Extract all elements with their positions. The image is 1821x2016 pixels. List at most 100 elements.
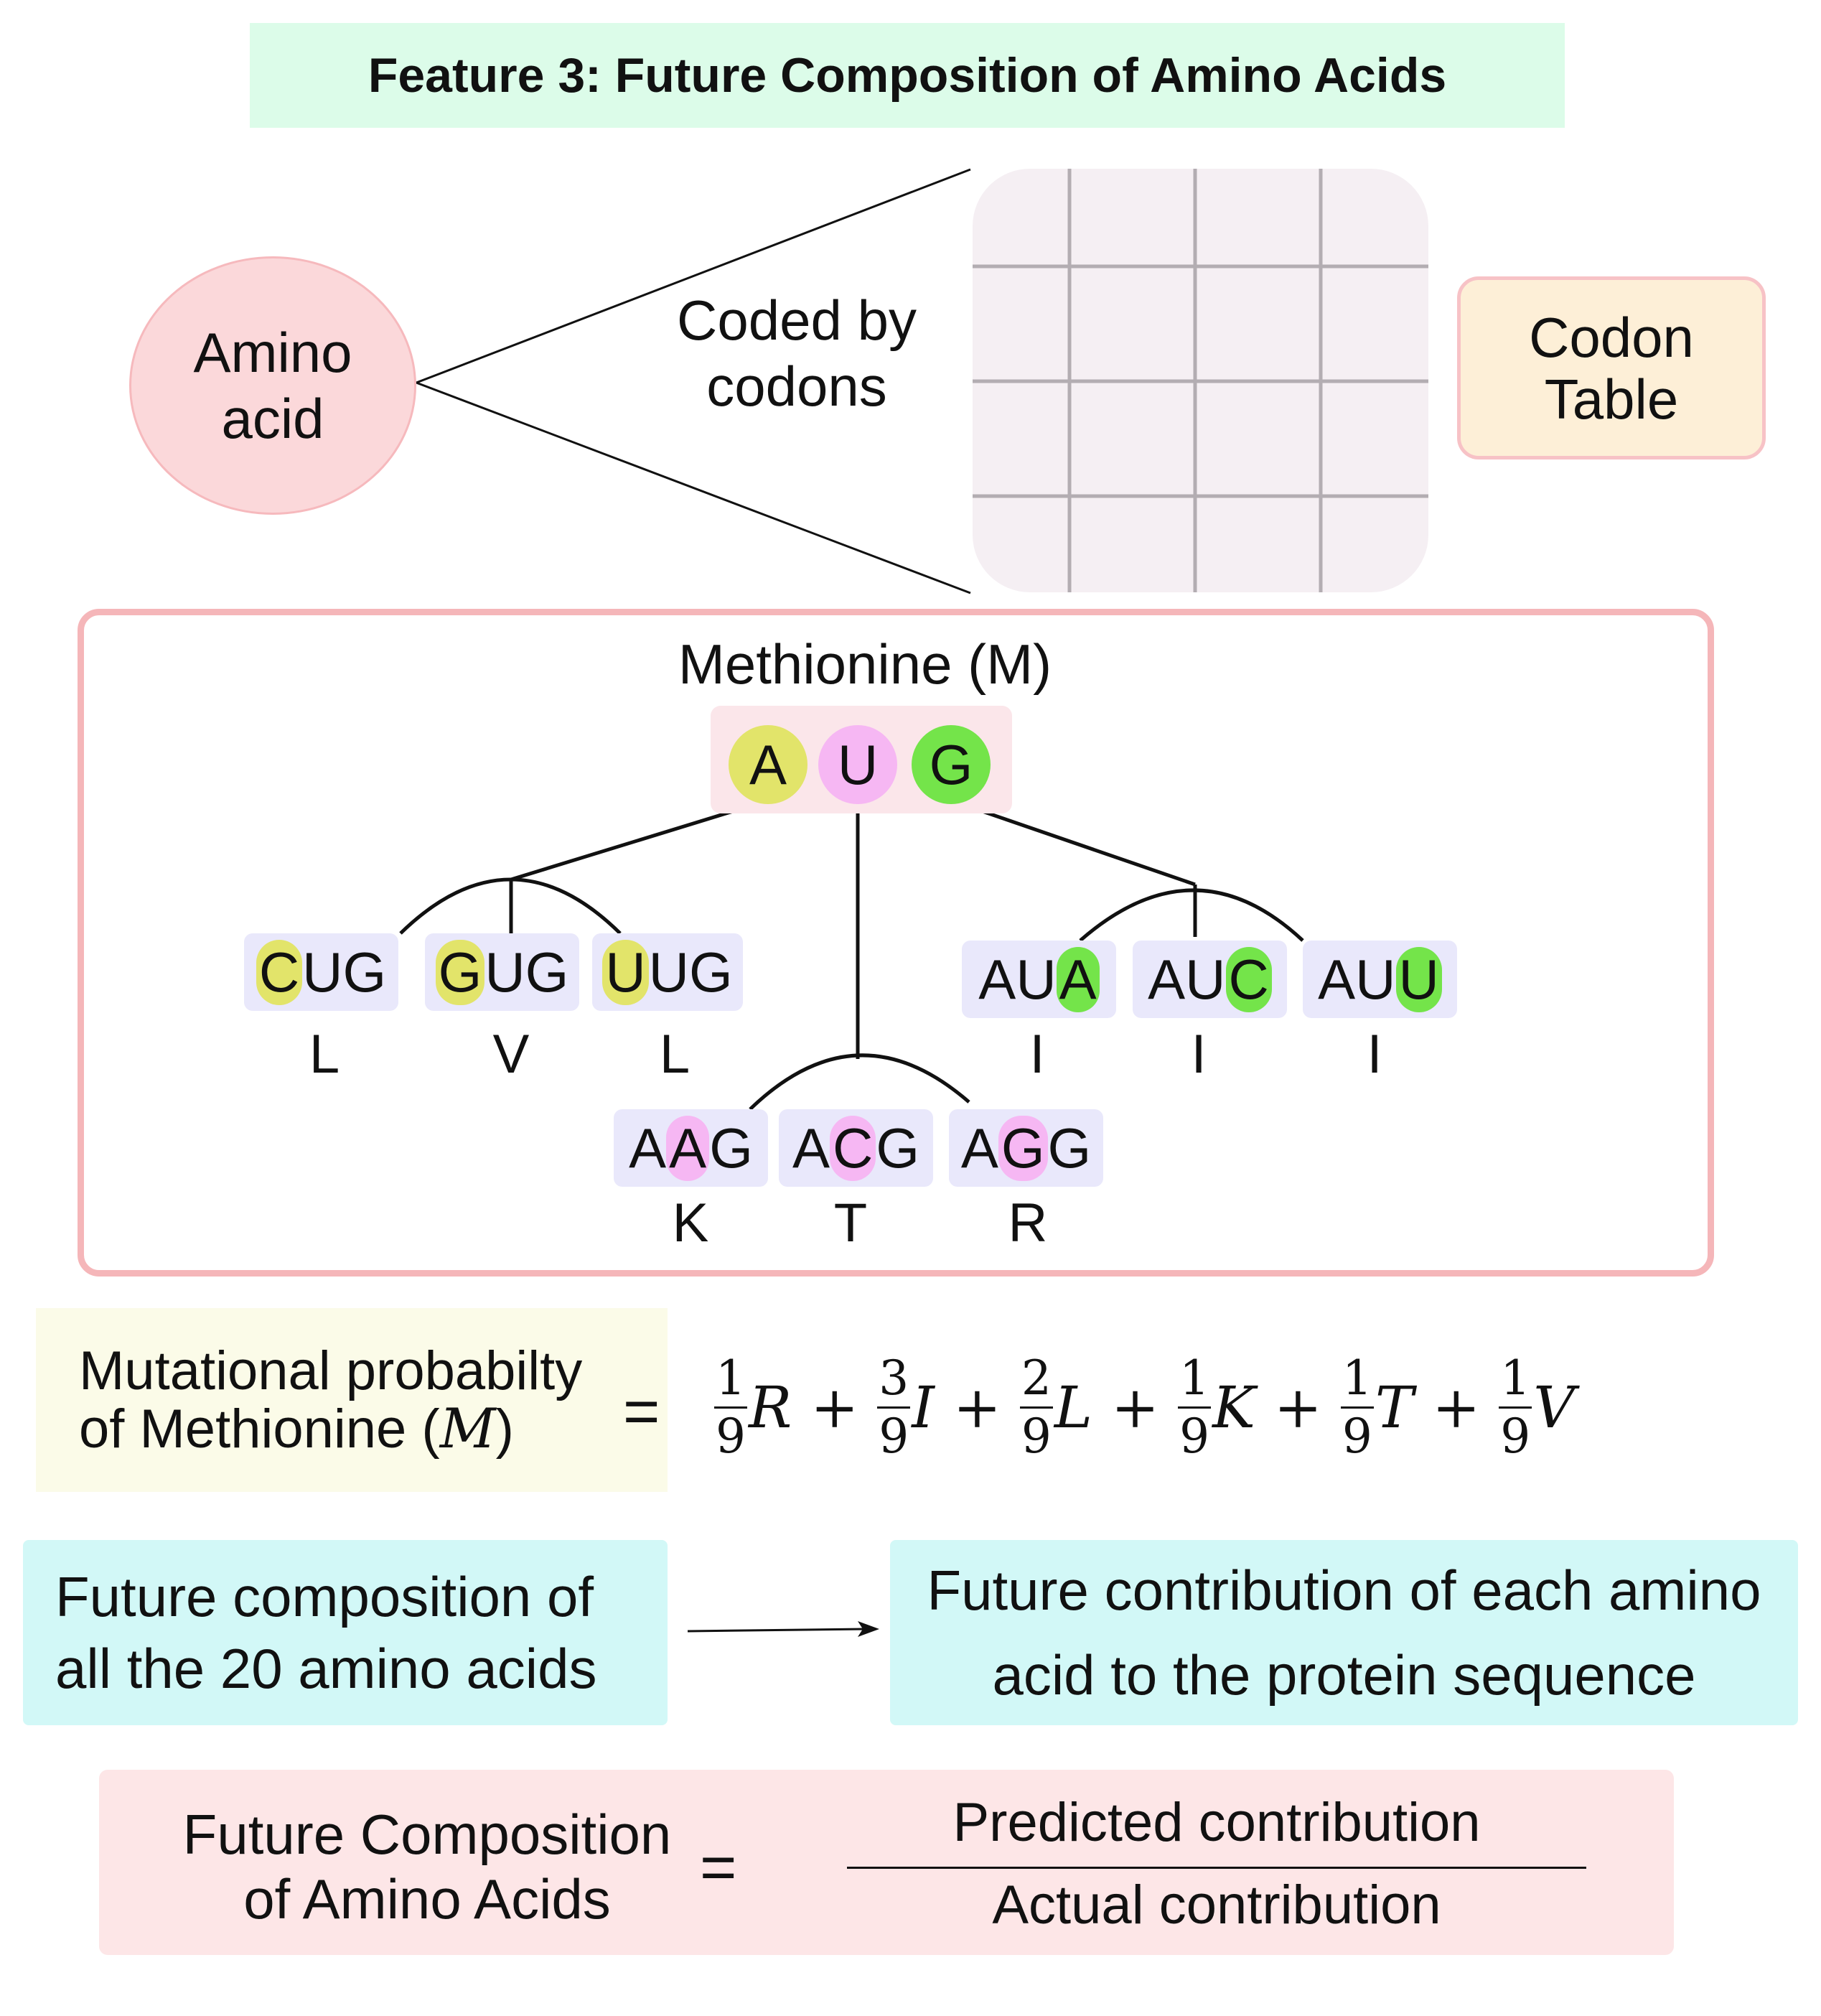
future-composition-line2: all the 20 amino acids <box>55 1637 597 1700</box>
amino-label-v: V <box>492 1024 530 1085</box>
amino-variable: I <box>912 1373 935 1441</box>
fraction-line <box>714 1406 747 1409</box>
fraction-denominator: 9 <box>1179 1408 1210 1464</box>
fraction-denominator: 9 <box>716 1408 746 1464</box>
amino-variable: L <box>1054 1373 1093 1441</box>
fraction-line <box>1178 1406 1212 1409</box>
coded-by-label: Coded by codons <box>635 287 958 419</box>
amino-label-i2: I <box>1191 1024 1207 1085</box>
codon-rest: UG <box>302 940 387 1004</box>
amino-label-i1: I <box>1029 1024 1045 1085</box>
future-contribution-line2: acid to the protein sequence <box>992 1643 1696 1707</box>
codon-rest: A <box>960 1116 998 1180</box>
amino-label-l2: L <box>659 1024 691 1085</box>
plus-sign: + <box>952 1373 1001 1441</box>
future-contribution-line1: Future contribution of each amino <box>927 1559 1761 1622</box>
codon-rest: UG <box>484 940 569 1004</box>
mutational-formula: 1 9 R +3 9 I +2 9 L +1 9 K +1 9 T +1 9 V <box>714 1328 1640 1486</box>
mutation-tree-lines <box>399 798 1304 1111</box>
mutated-base: C <box>1225 946 1272 1012</box>
mutated-base: A <box>666 1115 710 1181</box>
base-a: A <box>729 725 807 804</box>
amino-label-k: K <box>672 1193 709 1254</box>
final-equals: = <box>700 1831 737 1903</box>
fraction-line <box>1499 1406 1532 1409</box>
codon-rest: A <box>792 1116 830 1180</box>
fraction-denominator: 9 <box>1021 1408 1052 1464</box>
codon-rest: AU <box>1318 947 1396 1011</box>
mutational-line2-text: of Methionine ( <box>79 1398 440 1460</box>
mutational-line1: Mutational probabilty <box>79 1340 583 1401</box>
future-composition-box: Future composition of all the 20 amino a… <box>23 1540 668 1725</box>
connector-lines <box>416 168 971 594</box>
methionine-variable: M <box>439 1396 496 1460</box>
final-formula-box <box>99 1770 1674 1955</box>
amino-variable: V <box>1533 1373 1576 1441</box>
fraction-denominator: 9 <box>1500 1408 1531 1464</box>
mutated-base: U <box>1395 946 1442 1012</box>
mutated-base: A <box>1056 946 1100 1012</box>
codon-rest: A <box>629 1116 667 1180</box>
codon-rest: AU <box>1148 947 1226 1011</box>
amino-variable: K <box>1212 1373 1255 1441</box>
mutated-base: U <box>602 939 649 1005</box>
fraction-line <box>877 1406 911 1409</box>
amino-acid-line1: Amino <box>193 321 352 384</box>
codon-table-label: Codon Table <box>1457 276 1766 459</box>
methionine-panel <box>78 609 1714 1277</box>
codon-aua: AU A <box>962 941 1116 1018</box>
codon-rest: UG <box>648 940 733 1004</box>
amino-label-r: R <box>1008 1193 1048 1254</box>
codon-auc: AU C <box>1133 941 1287 1018</box>
mutated-base: C <box>830 1115 876 1181</box>
fraction-numerator: 1 <box>1179 1350 1210 1406</box>
fraction-line <box>1340 1406 1374 1409</box>
codon-auu: AU U <box>1303 941 1457 1018</box>
fraction-line <box>1019 1406 1053 1409</box>
codon-uug: U UG <box>592 933 743 1011</box>
amino-acid-node: Amino acid <box>129 256 416 515</box>
amino-variable: R <box>749 1373 792 1441</box>
fraction-numerator: 1 <box>716 1350 746 1406</box>
codon-grid-icon <box>973 169 1428 592</box>
amino-label-l: L <box>309 1024 340 1085</box>
mutated-base: C <box>256 939 303 1005</box>
amino-label-t: T <box>833 1193 868 1254</box>
final-left-label: Future Composition of Amino Acids <box>165 1802 689 1931</box>
mutational-line2: of Methionine (M) <box>79 1398 582 1460</box>
codon-table-line2: Table <box>1544 367 1679 431</box>
codon-rest: AU <box>978 947 1057 1011</box>
fraction-numerator: 2 <box>1021 1350 1052 1406</box>
amino-acid-line2: acid <box>221 387 324 450</box>
codon-rest: G <box>709 1116 753 1180</box>
plus-sign: + <box>1273 1373 1322 1441</box>
mutational-probability-label: Mutational probabilty of Methionine (M) <box>36 1308 668 1492</box>
fraction-denominator: 9 <box>1342 1408 1372 1464</box>
amino-variable: T <box>1375 1373 1414 1441</box>
amino-label-i3: I <box>1367 1024 1382 1085</box>
future-contribution-box: Future contribution of each amino acid t… <box>890 1540 1798 1725</box>
final-left-line1: Future Composition <box>182 1803 672 1866</box>
codon-table-line1: Codon <box>1529 305 1694 369</box>
codon-cug: C UG <box>244 933 398 1011</box>
fraction-denominator: 9 <box>879 1408 909 1464</box>
final-numerator: Predicted contribution <box>952 1792 1481 1853</box>
mutated-base: G <box>998 1115 1048 1181</box>
mutational-line2-close: ) <box>495 1398 514 1460</box>
mutated-base: G <box>435 939 485 1005</box>
final-left-line2: of Amino Acids <box>243 1867 611 1931</box>
